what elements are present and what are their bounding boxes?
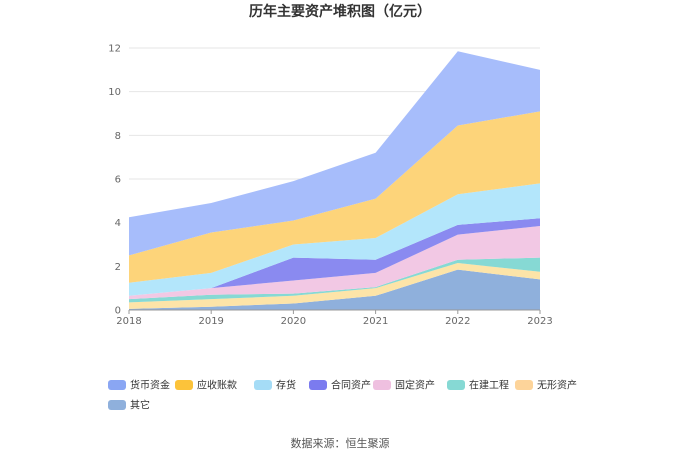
x-tick-label: 2022 bbox=[445, 316, 470, 327]
x-tick-label: 2023 bbox=[527, 316, 552, 327]
chart-title: 历年主要资产堆积图（亿元） bbox=[249, 3, 431, 20]
legend-swatch bbox=[309, 380, 327, 390]
area-series-3 bbox=[129, 225, 540, 300]
legend-label: 在建工程 bbox=[469, 379, 509, 392]
x-tick-label: 2020 bbox=[281, 316, 306, 327]
y-tick-label: 10 bbox=[108, 87, 121, 98]
legend-swatch bbox=[175, 380, 193, 390]
legend-item-7: 其它 bbox=[108, 399, 150, 412]
legend-label: 无形资产 bbox=[537, 379, 577, 392]
x-tick-label: 2019 bbox=[198, 316, 223, 327]
area-series-4 bbox=[129, 218, 540, 296]
y-tick-label: 0 bbox=[115, 306, 121, 317]
legend-swatch bbox=[515, 380, 533, 390]
legend-swatch bbox=[447, 380, 465, 390]
legend-label: 合同资产 bbox=[331, 379, 371, 392]
y-tick-label: 12 bbox=[108, 44, 121, 55]
legend-swatch bbox=[254, 380, 272, 390]
y-tick-label: 4 bbox=[115, 218, 121, 229]
legend-label: 应收账款 bbox=[197, 379, 237, 392]
area-series-0 bbox=[129, 269, 540, 310]
y-tick-label: 6 bbox=[115, 175, 121, 186]
area-layer bbox=[128, 51, 541, 310]
y-tick-label: 8 bbox=[115, 131, 121, 142]
legend-swatch bbox=[373, 380, 391, 390]
area-series-2 bbox=[129, 257, 540, 303]
legend-item-6: 无形资产 bbox=[515, 379, 577, 392]
legend-item-1: 应收账款 bbox=[175, 379, 237, 392]
legend-item-4: 固定资产 bbox=[373, 379, 435, 392]
legend-label: 固定资产 bbox=[395, 379, 435, 392]
legend-item-3: 合同资产 bbox=[309, 379, 371, 392]
legend-item-5: 在建工程 bbox=[447, 379, 509, 392]
legend-item-0: 货币资金 bbox=[108, 379, 170, 392]
area-series-7 bbox=[129, 51, 540, 256]
area-series-5 bbox=[129, 183, 540, 296]
x-tick-label: 2018 bbox=[116, 316, 141, 327]
y-tick-label: 2 bbox=[115, 262, 121, 273]
legend-label: 其它 bbox=[130, 399, 150, 412]
area-series-6 bbox=[129, 111, 540, 283]
legend-swatch bbox=[108, 380, 126, 390]
legend-label: 货币资金 bbox=[130, 379, 170, 392]
legend-item-2: 存货 bbox=[254, 379, 296, 392]
x-tick-label: 2021 bbox=[363, 316, 388, 327]
legend-swatch bbox=[108, 400, 126, 410]
source-text: 数据来源：恒生聚源 bbox=[291, 436, 390, 450]
legend-label: 存货 bbox=[276, 379, 296, 392]
axis-layer: 0 2 4 6 8 10 12 2018 2019 2020 2021 2022 2023 bbox=[108, 44, 552, 328]
area-series-1 bbox=[129, 263, 540, 309]
